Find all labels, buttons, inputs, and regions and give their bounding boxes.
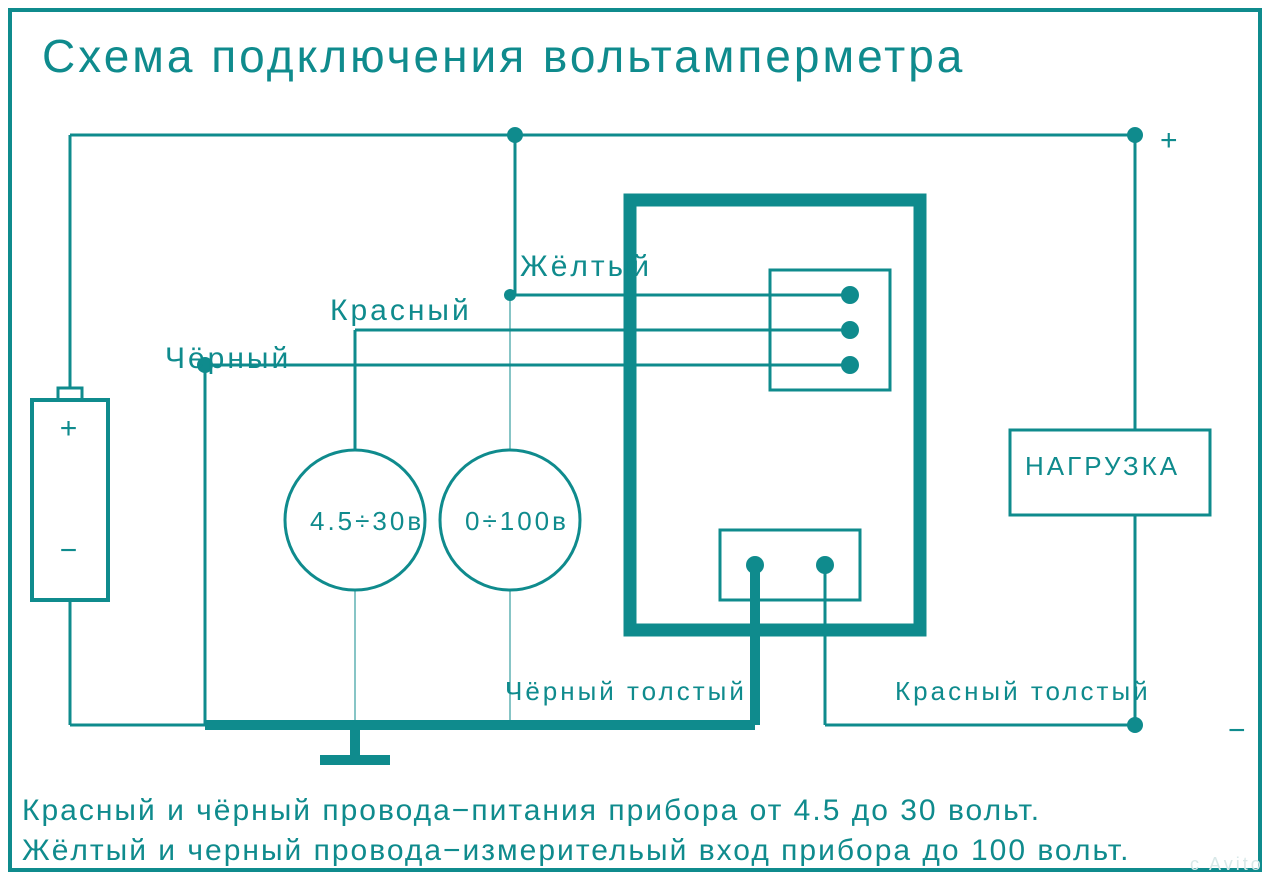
label-red-thick: Красный толстый	[895, 676, 1151, 706]
connector-2pin	[720, 530, 860, 600]
wiring-diagram: Схема подключения вольтамперметра + − + НАГР…	[0, 0, 1280, 890]
minus-label: −	[1228, 714, 1249, 747]
load-label: НАГРУЗКА	[1025, 451, 1180, 481]
footer-line-1: Красный и чёрный провода−питания прибора…	[22, 794, 1041, 827]
device-body	[630, 200, 920, 630]
svg-text:+: +	[60, 412, 81, 445]
watermark: c Avito	[1190, 854, 1264, 874]
label-black-thick: Чёрный толстый	[505, 676, 747, 706]
plus-label: +	[1160, 124, 1181, 157]
range-1-text: 4.5÷30в	[310, 506, 424, 536]
range-2-text: 0÷100в	[465, 506, 569, 536]
label-red: Красный	[330, 294, 472, 327]
label-black: Чёрный	[165, 342, 291, 375]
footer-line-2: Жёлтый и черный провода−измерительый вхо…	[22, 834, 1131, 867]
diagram-title: Схема подключения вольтамперметра	[42, 30, 965, 82]
svg-text:−: −	[60, 534, 81, 567]
label-yellow: Жёлтый	[520, 250, 652, 283]
